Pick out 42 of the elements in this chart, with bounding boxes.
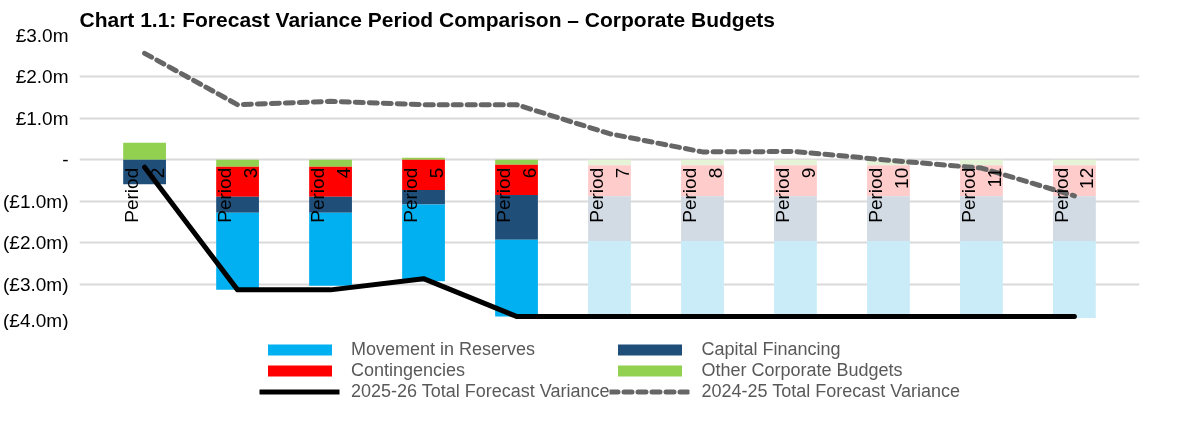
bar (1053, 159, 1096, 166)
bar (123, 142, 166, 160)
y-tick-label: - (62, 149, 69, 171)
legend-label: Capital Financing (701, 338, 841, 360)
bar (588, 240, 631, 316)
bar (681, 240, 724, 316)
legend-label: Other Corporate Budgets (701, 359, 903, 381)
y-tick-label: £1.0m (15, 107, 69, 129)
bar (867, 240, 910, 316)
bar (495, 239, 538, 317)
y-tick-label: (£1.0m) (3, 190, 69, 212)
x-tick-label: Period 12 (1051, 167, 1098, 223)
x-tick-label: Period 9 (772, 167, 819, 223)
legend-label: Movement in Reserves (351, 338, 536, 360)
bar (309, 159, 352, 167)
bar (402, 157, 445, 160)
y-tick-label: (£3.0m) (3, 273, 69, 295)
bar (960, 240, 1003, 316)
bar (495, 159, 538, 165)
legend-label: 2024-25 Total Forecast Variance (701, 380, 960, 402)
x-tick-label: Period 11 (958, 167, 1005, 223)
bar (216, 159, 259, 167)
bar (1053, 240, 1096, 319)
x-tick-label: Period 10 (865, 167, 912, 223)
x-tick-label: Period 6 (493, 167, 540, 223)
y-tick-label: (£4.0m) (3, 309, 69, 331)
bar (774, 159, 817, 166)
legend-label: 2025-26 Total Forecast Variance (351, 380, 610, 402)
y-tick-label: £3.0m (15, 25, 69, 46)
x-tick-label: Period 3 (214, 167, 261, 223)
chart-title: Chart 1.1: Forecast Variance Period Comparison – Corporate Budgets (79, 7, 776, 31)
legend-label: Contingencies (351, 359, 466, 381)
y-tick-label: £2.0m (15, 66, 69, 88)
bar (681, 159, 724, 166)
bar (774, 240, 817, 316)
x-tick-label: Period 7 (586, 167, 633, 223)
x-tick-label: Period 5 (400, 167, 447, 223)
bar (588, 159, 631, 166)
bar (960, 159, 1003, 166)
x-tick-label: Period 4 (307, 167, 354, 223)
x-tick-label: Period 8 (679, 167, 726, 223)
y-tick-label: (£2.0m) (3, 232, 69, 254)
